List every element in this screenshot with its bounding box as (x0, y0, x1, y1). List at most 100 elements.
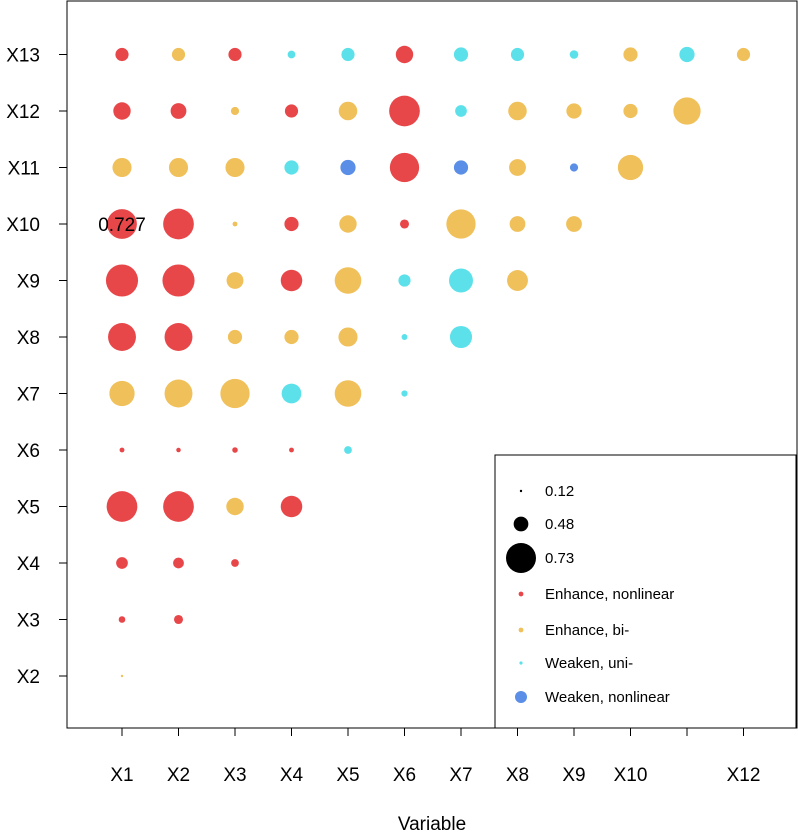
data-point (344, 446, 352, 454)
data-point (569, 50, 579, 59)
data-point (399, 219, 410, 229)
data-point (109, 380, 135, 407)
data-point (284, 329, 299, 345)
legend-size-label: 0.48 (545, 516, 574, 533)
x-tick-label: X12 (727, 765, 761, 786)
data-point (510, 47, 525, 62)
data-point (334, 380, 362, 407)
legend-size-label: 0.73 (545, 550, 574, 567)
data-point (673, 97, 701, 125)
x-tick-label: X9 (562, 765, 585, 786)
y-tick-label: X2 (17, 667, 40, 688)
y-tick-label: X12 (6, 102, 40, 123)
data-point (566, 216, 582, 232)
data-point (284, 216, 299, 232)
data-point (171, 47, 186, 62)
data-point (115, 47, 129, 62)
x-tick-label: X1 (110, 765, 133, 786)
value-annotation: 0.727 (98, 215, 146, 236)
legend-type-marker (518, 591, 524, 597)
data-point (395, 45, 414, 64)
data-point (509, 216, 526, 232)
data-point (232, 221, 238, 227)
data-point (401, 390, 408, 397)
x-tick-label: X3 (223, 765, 246, 786)
legend-type-label: Enhance, nonlinear (545, 586, 674, 603)
x-tick-label: X10 (614, 765, 648, 786)
data-point (623, 47, 638, 62)
data-point (232, 447, 238, 453)
data-point (453, 47, 469, 62)
x-tick-label: X8 (506, 765, 529, 786)
y-tick-label: X4 (17, 554, 41, 575)
y-tick-label: X3 (17, 611, 40, 632)
y-tick-label: X11 (8, 159, 40, 180)
legend: 0.12 0.48 0.73 Enhance, nonlinear Enhance, b… (494, 454, 797, 729)
data-point (284, 160, 299, 175)
data-point (162, 264, 195, 297)
data-point (108, 323, 136, 351)
data-point (116, 557, 128, 569)
x-tick-label: X7 (449, 765, 472, 786)
data-point (340, 159, 356, 176)
data-point (164, 323, 193, 351)
data-point (569, 163, 579, 172)
x-tick-label: X6 (393, 765, 416, 786)
data-point (338, 101, 358, 121)
y-tick-label: X8 (17, 328, 40, 349)
data-point (401, 334, 408, 340)
data-point (287, 50, 296, 59)
legend-type-marker (518, 627, 524, 633)
x-tick-label: X2 (167, 765, 190, 786)
data-point (389, 95, 420, 127)
data-point (280, 269, 303, 292)
data-point (106, 491, 138, 522)
y-tick-label: X13 (6, 46, 40, 67)
data-point (334, 267, 362, 294)
data-point (284, 104, 299, 118)
x-axis: X1 X2 X3 X4 X5 X6 X7 X8 X9 X10 X12 (110, 728, 760, 786)
y-tick-label: X7 (17, 385, 40, 406)
data-point (168, 157, 189, 178)
data-point (112, 157, 132, 178)
y-tick-label: X10 (6, 215, 40, 236)
data-point (220, 378, 250, 409)
data-point (617, 154, 644, 181)
data-point (173, 614, 184, 625)
data-point (173, 557, 184, 569)
legend-size-label: 0.12 (545, 483, 574, 500)
data-point (163, 491, 194, 522)
legend-size-marker (519, 489, 523, 493)
data-point (455, 105, 467, 117)
x-tick-label: X4 (280, 765, 304, 786)
data-point (338, 327, 358, 347)
data-point (736, 47, 751, 62)
y-tick-label: X5 (17, 498, 40, 519)
legend-size-marker (513, 516, 529, 532)
y-tick-label: X6 (17, 441, 40, 462)
data-point (225, 157, 245, 178)
data-point (566, 103, 582, 119)
data-point (449, 325, 473, 349)
data-point (118, 616, 126, 623)
x-axis-title: Variable (398, 814, 466, 833)
data-point (107, 209, 137, 239)
data-point (449, 268, 473, 293)
data-point (230, 106, 240, 116)
legend-size-marker (506, 543, 536, 573)
x-tick-label: X5 (336, 765, 359, 786)
data-point (176, 447, 181, 453)
data-points (105, 45, 751, 678)
data-point (226, 497, 244, 516)
data-point (170, 103, 187, 119)
data-point (105, 264, 139, 297)
data-point (508, 101, 527, 121)
data-point (120, 674, 124, 678)
data-point (226, 272, 244, 289)
legend-type-label: Enhance, bi- (545, 622, 629, 639)
data-point (339, 215, 357, 233)
data-point (679, 46, 695, 63)
legend-type-marker (519, 661, 523, 665)
data-point (227, 329, 243, 345)
legend-type-label: Weaken, uni- (545, 655, 633, 672)
